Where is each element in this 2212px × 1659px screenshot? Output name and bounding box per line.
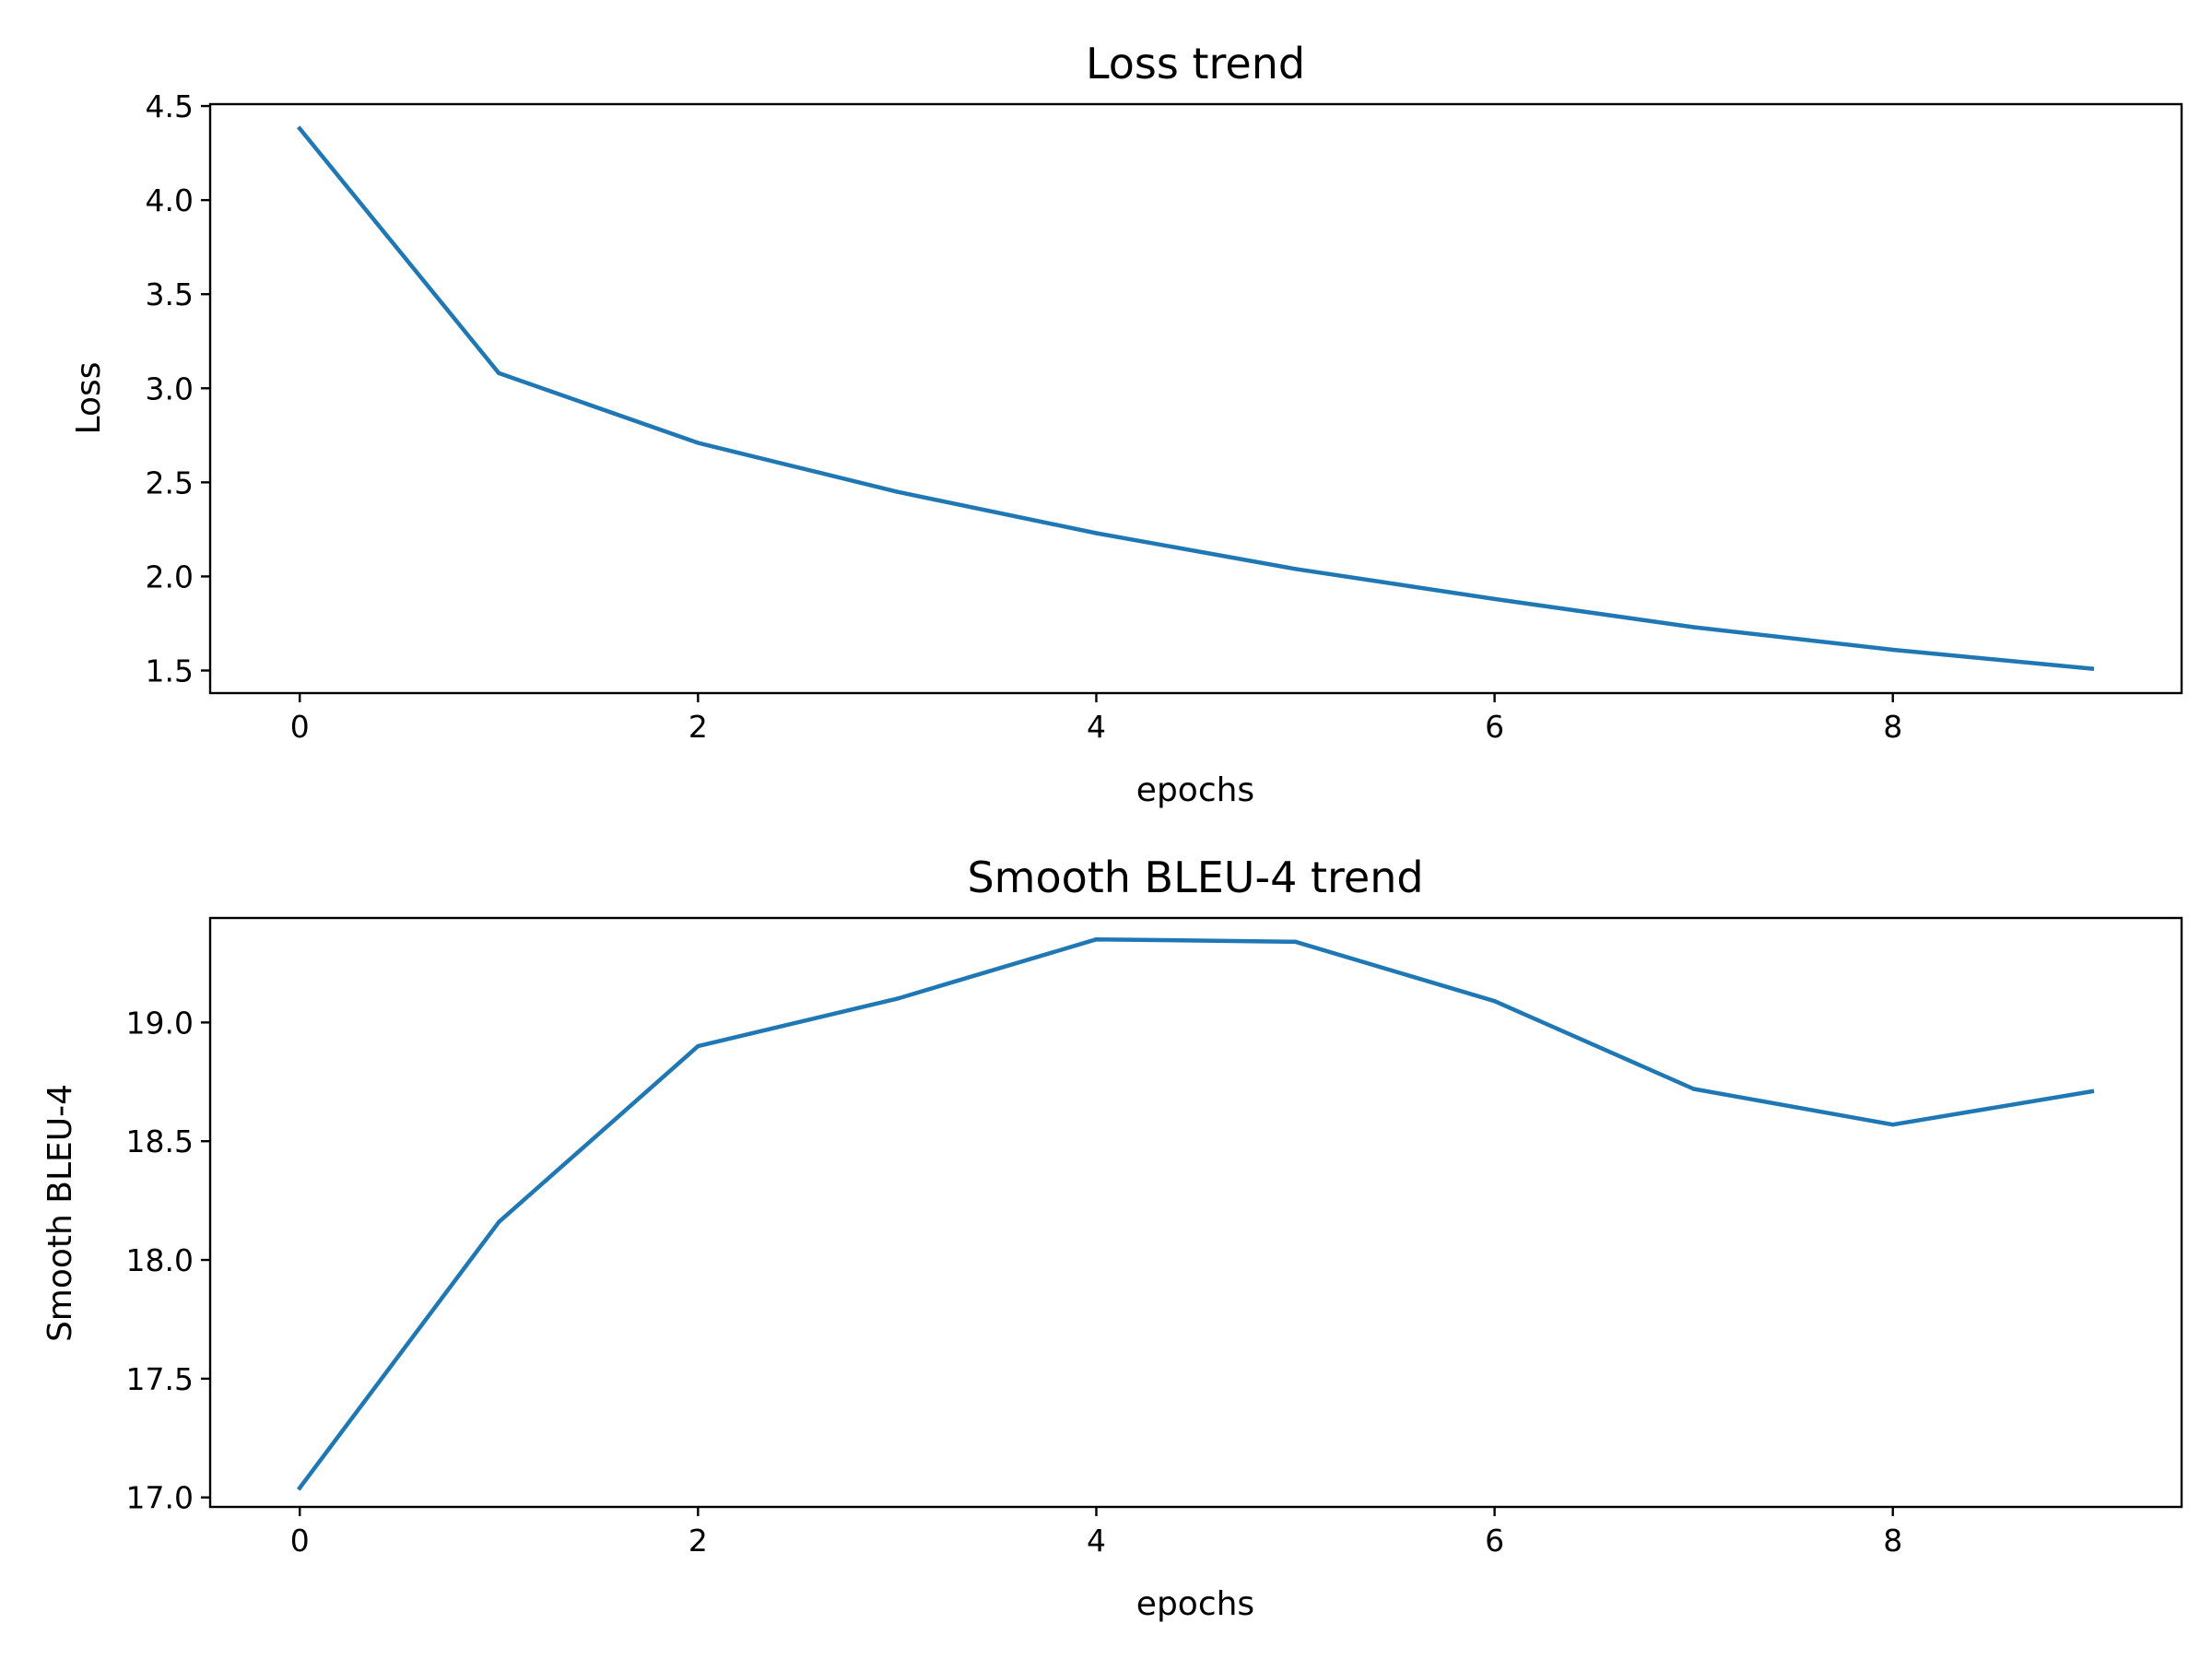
bleu-trend-chart: Smooth BLEU-4 trend 0 2 4 6 8 17.0 17.5 18.0 18… [41, 853, 2183, 1623]
x-axis: 0 2 4 6 8 [290, 693, 1902, 745]
data-point [298, 126, 302, 131]
data-point [696, 1043, 700, 1049]
y-tick-label: 19.0 [126, 1005, 194, 1041]
y-tick-label: 3.5 [146, 276, 194, 312]
y-tick-label: 3.0 [146, 371, 194, 406]
y-axis: 17.0 17.5 18.0 18.5 19.0 [126, 1005, 210, 1516]
y-tick-label: 17.5 [126, 1361, 194, 1397]
y-tick-label: 18.5 [126, 1124, 194, 1159]
data-point [895, 489, 900, 494]
plot-frame [208, 102, 2183, 695]
x-tick-label: 0 [290, 709, 310, 745]
data-point [1492, 998, 1497, 1004]
data-point [895, 996, 900, 1001]
data-point [497, 371, 501, 376]
y-tick-label: 18.0 [126, 1242, 194, 1278]
y-axis-label: Loss [70, 362, 108, 435]
x-tick-label: 8 [1883, 709, 1902, 745]
x-tick-label: 4 [1087, 1523, 1106, 1559]
x-tick-label: 2 [688, 709, 708, 745]
loss-line [297, 125, 2095, 671]
x-tick-label: 0 [290, 1523, 310, 1559]
bleu-points [298, 936, 2094, 1490]
x-axis: 0 2 4 6 8 [290, 1507, 1902, 1559]
data-point [2089, 1088, 2094, 1094]
data-point [1890, 647, 1895, 653]
y-axis-label: Smooth BLEU-4 [41, 1084, 79, 1342]
x-axis-label: epochs [1136, 771, 1254, 809]
x-tick-label: 6 [1485, 709, 1504, 745]
y-tick-label: 1.5 [146, 653, 194, 689]
y-tick-label: 2.0 [146, 559, 194, 594]
x-tick-label: 8 [1883, 1523, 1902, 1559]
chart-title: Loss trend [1086, 39, 1305, 88]
loss-trend-chart: Loss trend 0 2 4 6 8 1.5 2.0 2.5 3.0 3.5 4.0 4.5 e… [70, 39, 2183, 809]
loss-points [298, 126, 2094, 671]
x-axis-label: epochs [1136, 1585, 1254, 1623]
data-point [1691, 1087, 1696, 1091]
data-point [1293, 939, 1298, 944]
y-tick-label: 2.5 [146, 465, 194, 500]
data-point [1094, 936, 1099, 942]
plot-frame [208, 916, 2183, 1509]
bleu-line [297, 936, 2095, 1491]
x-tick-label: 4 [1087, 709, 1106, 745]
y-axis: 1.5 2.0 2.5 3.0 3.5 4.0 4.5 [146, 88, 210, 689]
data-point [1691, 625, 1696, 629]
y-tick-label: 4.0 [146, 182, 194, 218]
y-tick-label: 4.5 [146, 88, 194, 124]
data-point [1094, 531, 1099, 535]
data-point [2089, 666, 2094, 671]
data-point [298, 1486, 302, 1490]
x-tick-label: 6 [1485, 1523, 1504, 1559]
x-tick-label: 2 [688, 1523, 708, 1559]
chart-title: Smooth BLEU-4 trend [967, 853, 1423, 902]
data-point [1492, 596, 1497, 602]
data-point [1890, 1122, 1895, 1127]
data-point [497, 1219, 501, 1225]
data-point [696, 441, 700, 445]
data-point [1293, 567, 1298, 571]
y-tick-label: 17.0 [126, 1480, 194, 1516]
